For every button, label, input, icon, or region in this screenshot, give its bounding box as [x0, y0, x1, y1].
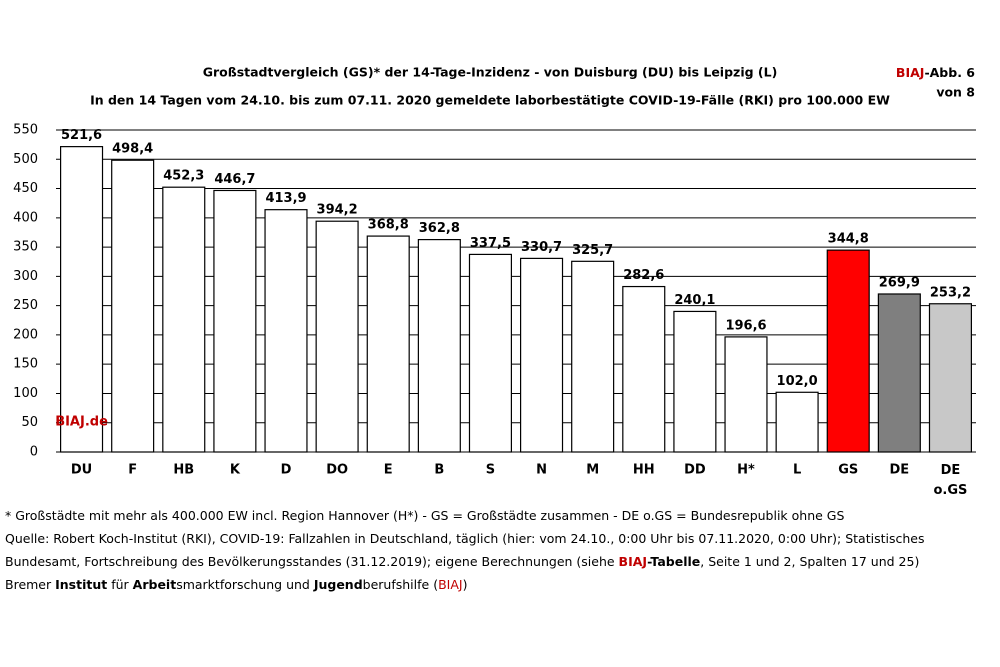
x-tick-label: F: [128, 463, 137, 478]
footnote-brand: BIAJ: [438, 577, 463, 592]
footnote: Quelle: Robert Koch-Institut (RKI), COVI…: [5, 531, 924, 546]
bar: [724, 336, 768, 453]
value-label: 344,8: [828, 232, 869, 247]
badge-brand: BIAJ: [896, 65, 925, 80]
value-label: 196,6: [725, 318, 766, 333]
x-tick-label: DO: [326, 463, 348, 478]
y-tick-label: 0: [30, 445, 38, 460]
watermark: BIAJ.de: [55, 415, 108, 430]
y-tick-label: 250: [13, 298, 38, 313]
value-label: 362,8: [419, 221, 460, 236]
x-tick-label: DD: [684, 463, 706, 478]
y-tick-label: 550: [13, 123, 38, 138]
bar: [264, 209, 308, 453]
bar: [417, 238, 461, 453]
value-label: 269,9: [879, 275, 920, 290]
x-tick-label: GS: [838, 463, 858, 478]
footnote-text: für: [107, 577, 132, 592]
footnote-brand: BIAJ: [619, 554, 648, 569]
x-tick-label: H*: [737, 463, 755, 478]
badge-page: von 8: [936, 85, 975, 100]
footnote: Bundesamt, Fortschreibung des Bevölkerun…: [5, 554, 919, 569]
bar: [877, 293, 921, 453]
y-tick-label: 400: [13, 210, 38, 225]
footnote-text: Bundesamt, Fortschreibung des Bevölkerun…: [5, 554, 619, 569]
x-tick-label: D: [281, 463, 292, 478]
bar: [571, 260, 615, 453]
y-tick-label: 200: [13, 327, 38, 342]
footnote-text: smarktforschung und: [176, 577, 314, 592]
bar: [622, 285, 666, 453]
x-tick-label: S: [486, 463, 495, 478]
x-tick-label: E: [384, 463, 393, 478]
bar: [315, 220, 359, 453]
footnote-bold: Jugend: [313, 577, 363, 592]
footnote: Bremer Institut für Arbeitsmarktforschun…: [5, 577, 467, 592]
value-label: 446,7: [214, 172, 255, 187]
value-label: 337,5: [470, 236, 511, 251]
value-label: 325,7: [572, 243, 613, 258]
y-tick-label: 350: [13, 240, 38, 255]
badge: BIAJ-Abb. 6: [896, 65, 975, 80]
bar: [366, 235, 410, 453]
value-label: 413,9: [265, 191, 306, 206]
bar: [928, 303, 973, 453]
y-tick-label: 300: [13, 269, 38, 284]
value-label: 240,1: [674, 293, 715, 308]
bar: [213, 189, 257, 453]
bar: [775, 391, 819, 453]
y-tick-label: 100: [13, 386, 38, 401]
badge-text: -Abb. 6: [924, 65, 975, 80]
footnote-bold: -Tabelle: [647, 554, 700, 569]
bar: [59, 146, 104, 453]
footnote-text: berufshilfe (: [363, 577, 438, 592]
footnote-bold: Arbeit: [133, 577, 177, 592]
value-label: 521,6: [61, 128, 102, 143]
y-tick-label: 450: [13, 181, 38, 196]
x-tick-label: DE o.GS: [933, 463, 967, 498]
chart-subtitle: In den 14 Tagen vom 24.10. bis zum 07.11…: [90, 93, 890, 108]
value-label: 102,0: [777, 374, 818, 389]
x-tick-label: M: [586, 463, 599, 478]
value-label: 394,2: [317, 203, 358, 218]
footnote-text: * Großstädte mit mehr als 400.000 EW inc…: [5, 508, 844, 523]
value-label: 498,4: [112, 142, 153, 157]
x-tick-label: DU: [71, 463, 92, 478]
bar: [468, 253, 513, 453]
bar: [673, 310, 717, 453]
footnote-text: ): [463, 577, 468, 592]
value-label: 330,7: [521, 240, 562, 255]
x-tick-label: N: [536, 463, 547, 478]
value-label: 282,6: [623, 268, 664, 283]
plot: 0 50 100 150 200 250 300 350 400 450 500 550 521,6 DU…: [13, 123, 976, 498]
footnote-text: , Seite 1 und 2, Spalten 17 und 25): [700, 554, 919, 569]
bar: [519, 257, 564, 453]
x-tick-label: HH: [633, 463, 655, 478]
bar: [826, 249, 870, 453]
footnote-text: Quelle: Robert Koch-Institut (RKI), COVI…: [5, 531, 924, 546]
footnote-bold: Institut: [55, 577, 107, 592]
footnote-text: Bremer: [5, 577, 55, 592]
y-tick-label: 500: [13, 152, 38, 167]
x-tick-label: L: [793, 463, 801, 478]
x-tick-label: B: [434, 463, 444, 478]
footnote: * Großstädte mit mehr als 400.000 EW inc…: [5, 508, 844, 523]
y-tick-label: 50: [21, 415, 38, 430]
y-tick-label: 150: [13, 357, 38, 372]
bar: [111, 159, 155, 453]
x-tick-label: DE: [889, 463, 909, 478]
bar: [162, 186, 206, 453]
value-label: 368,8: [368, 218, 409, 233]
chart-title: Großstadtvergleich (GS)* der 14-Tage-Inz…: [203, 65, 778, 80]
value-label: 253,2: [930, 285, 971, 300]
value-label: 452,3: [163, 169, 204, 184]
x-tick-label: HB: [173, 463, 194, 478]
x-tick-label: K: [230, 463, 241, 478]
